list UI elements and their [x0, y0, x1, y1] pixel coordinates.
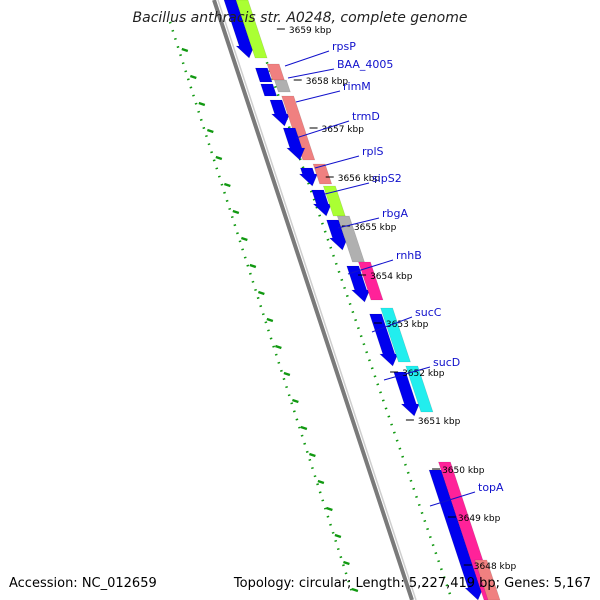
gc-skew-dash [334, 533, 342, 539]
cds-feature [223, 0, 255, 59]
tick-label: 3656 kbp [338, 174, 381, 184]
gc-skew-dash [326, 506, 333, 512]
cds-feature [298, 167, 318, 187]
gc-skew-dash [249, 263, 257, 269]
gene-label-sips2[interactable]: sipS2 [372, 172, 402, 185]
gc-skew-dash [283, 371, 291, 377]
gene-label-rimm[interactable]: rimM [343, 80, 371, 93]
gc-skew-dash [181, 47, 189, 53]
gc-skew-dash [223, 182, 231, 188]
tick-label: 3648 kbp [474, 562, 517, 572]
gc-skew-dash [343, 560, 350, 566]
tick-label: 3651 kbp [418, 417, 461, 427]
gc-skew-dash [189, 74, 197, 80]
gene-label-rnhb[interactable]: rnhB [396, 249, 422, 262]
gc-skew-dash [232, 209, 240, 215]
feature-block [312, 163, 333, 185]
tick-label: 3658 kbp [306, 77, 349, 87]
gene-label-rpsp[interactable]: rpsP [332, 40, 356, 53]
genome-stats-text: Topology: circular; Length: 5,227,419 bp… [233, 576, 591, 591]
cds-feature [282, 127, 306, 161]
gene-label-trmd[interactable]: trmD [352, 110, 380, 123]
position-ticks: 3659 kbp 3658 kbp 3657 kbp 3656 kbp 3655 kbp… [276, 26, 517, 572]
gene-leader-line [371, 316, 413, 333]
gene-leader-line [287, 68, 335, 79]
tick-label: 3653 kbp [386, 320, 429, 330]
feature-block [358, 261, 384, 301]
gc-skew-dash [257, 290, 265, 296]
gc-skew-dash [206, 128, 214, 134]
gene-label-rbga[interactable]: rbgA [382, 207, 408, 220]
cds-feature [260, 83, 278, 97]
map-title: Bacillus anthracis str. A0248, complete … [133, 10, 468, 26]
tick-label: 3649 kbp [458, 514, 501, 524]
cds-feature [369, 313, 399, 367]
gc-skew-dash [317, 479, 325, 485]
feature-block [474, 559, 501, 600]
gc-skew-dash [215, 155, 223, 161]
gene-label-sucd[interactable]: sucD [433, 356, 460, 369]
tick-label: 3655 kbp [354, 223, 397, 233]
feature-block [380, 307, 411, 363]
gene-leader-line [383, 366, 431, 381]
gc-skew-dash [300, 425, 308, 431]
tick-label: 3659 kbp [289, 26, 332, 36]
gene-labels: rpsP BAA_4005 rimM trmD rplS sipS2 rbgA rnhB suc… [284, 40, 504, 507]
gc-content-ring-outer [168, 21, 454, 600]
gene-leader-line [295, 120, 350, 139]
feature-block [405, 365, 434, 413]
cds-feature [269, 99, 291, 127]
cds-feature [326, 219, 348, 251]
feature-block [235, 0, 268, 59]
gc-skew-dashes [181, 47, 359, 593]
gene-leader-line [347, 259, 394, 275]
gc-skew-dash [291, 398, 299, 404]
gene-label-succ[interactable]: sucC [415, 306, 442, 319]
gene-label-rpls[interactable]: rplS [362, 145, 384, 158]
cds-feature [393, 371, 420, 417]
gene-leader-line [429, 491, 476, 507]
tick-label: 3650 kbp [442, 466, 485, 476]
gene-label-baa-4005[interactable]: BAA_4005 [337, 58, 393, 71]
tick-label: 3652 kbp [402, 369, 445, 379]
tick-label: 3654 kbp [370, 272, 413, 282]
cds-feature [255, 67, 273, 83]
gene-leader-line [324, 182, 370, 195]
gene-leader-line [295, 90, 341, 103]
genome-backbone [212, 0, 417, 600]
cds-feature [311, 189, 332, 217]
gc-skew-dash [240, 236, 248, 242]
gc-skew-dash [198, 101, 206, 107]
tick-label: 3657 kbp [322, 125, 365, 135]
gc-skew-dash [351, 587, 359, 593]
feature-track [223, 0, 501, 600]
gc-skew-dash [308, 452, 316, 458]
gc-skew-dash [274, 344, 282, 350]
accession-text: Accession: NC_012659 [9, 576, 157, 591]
gene-leader-line [314, 155, 360, 169]
gene-leader-line [337, 217, 380, 229]
gc-skew-dash [266, 317, 274, 323]
gene-leader-line [284, 50, 330, 67]
feature-block [273, 79, 291, 93]
gene-label-topa[interactable]: topA [478, 481, 504, 494]
